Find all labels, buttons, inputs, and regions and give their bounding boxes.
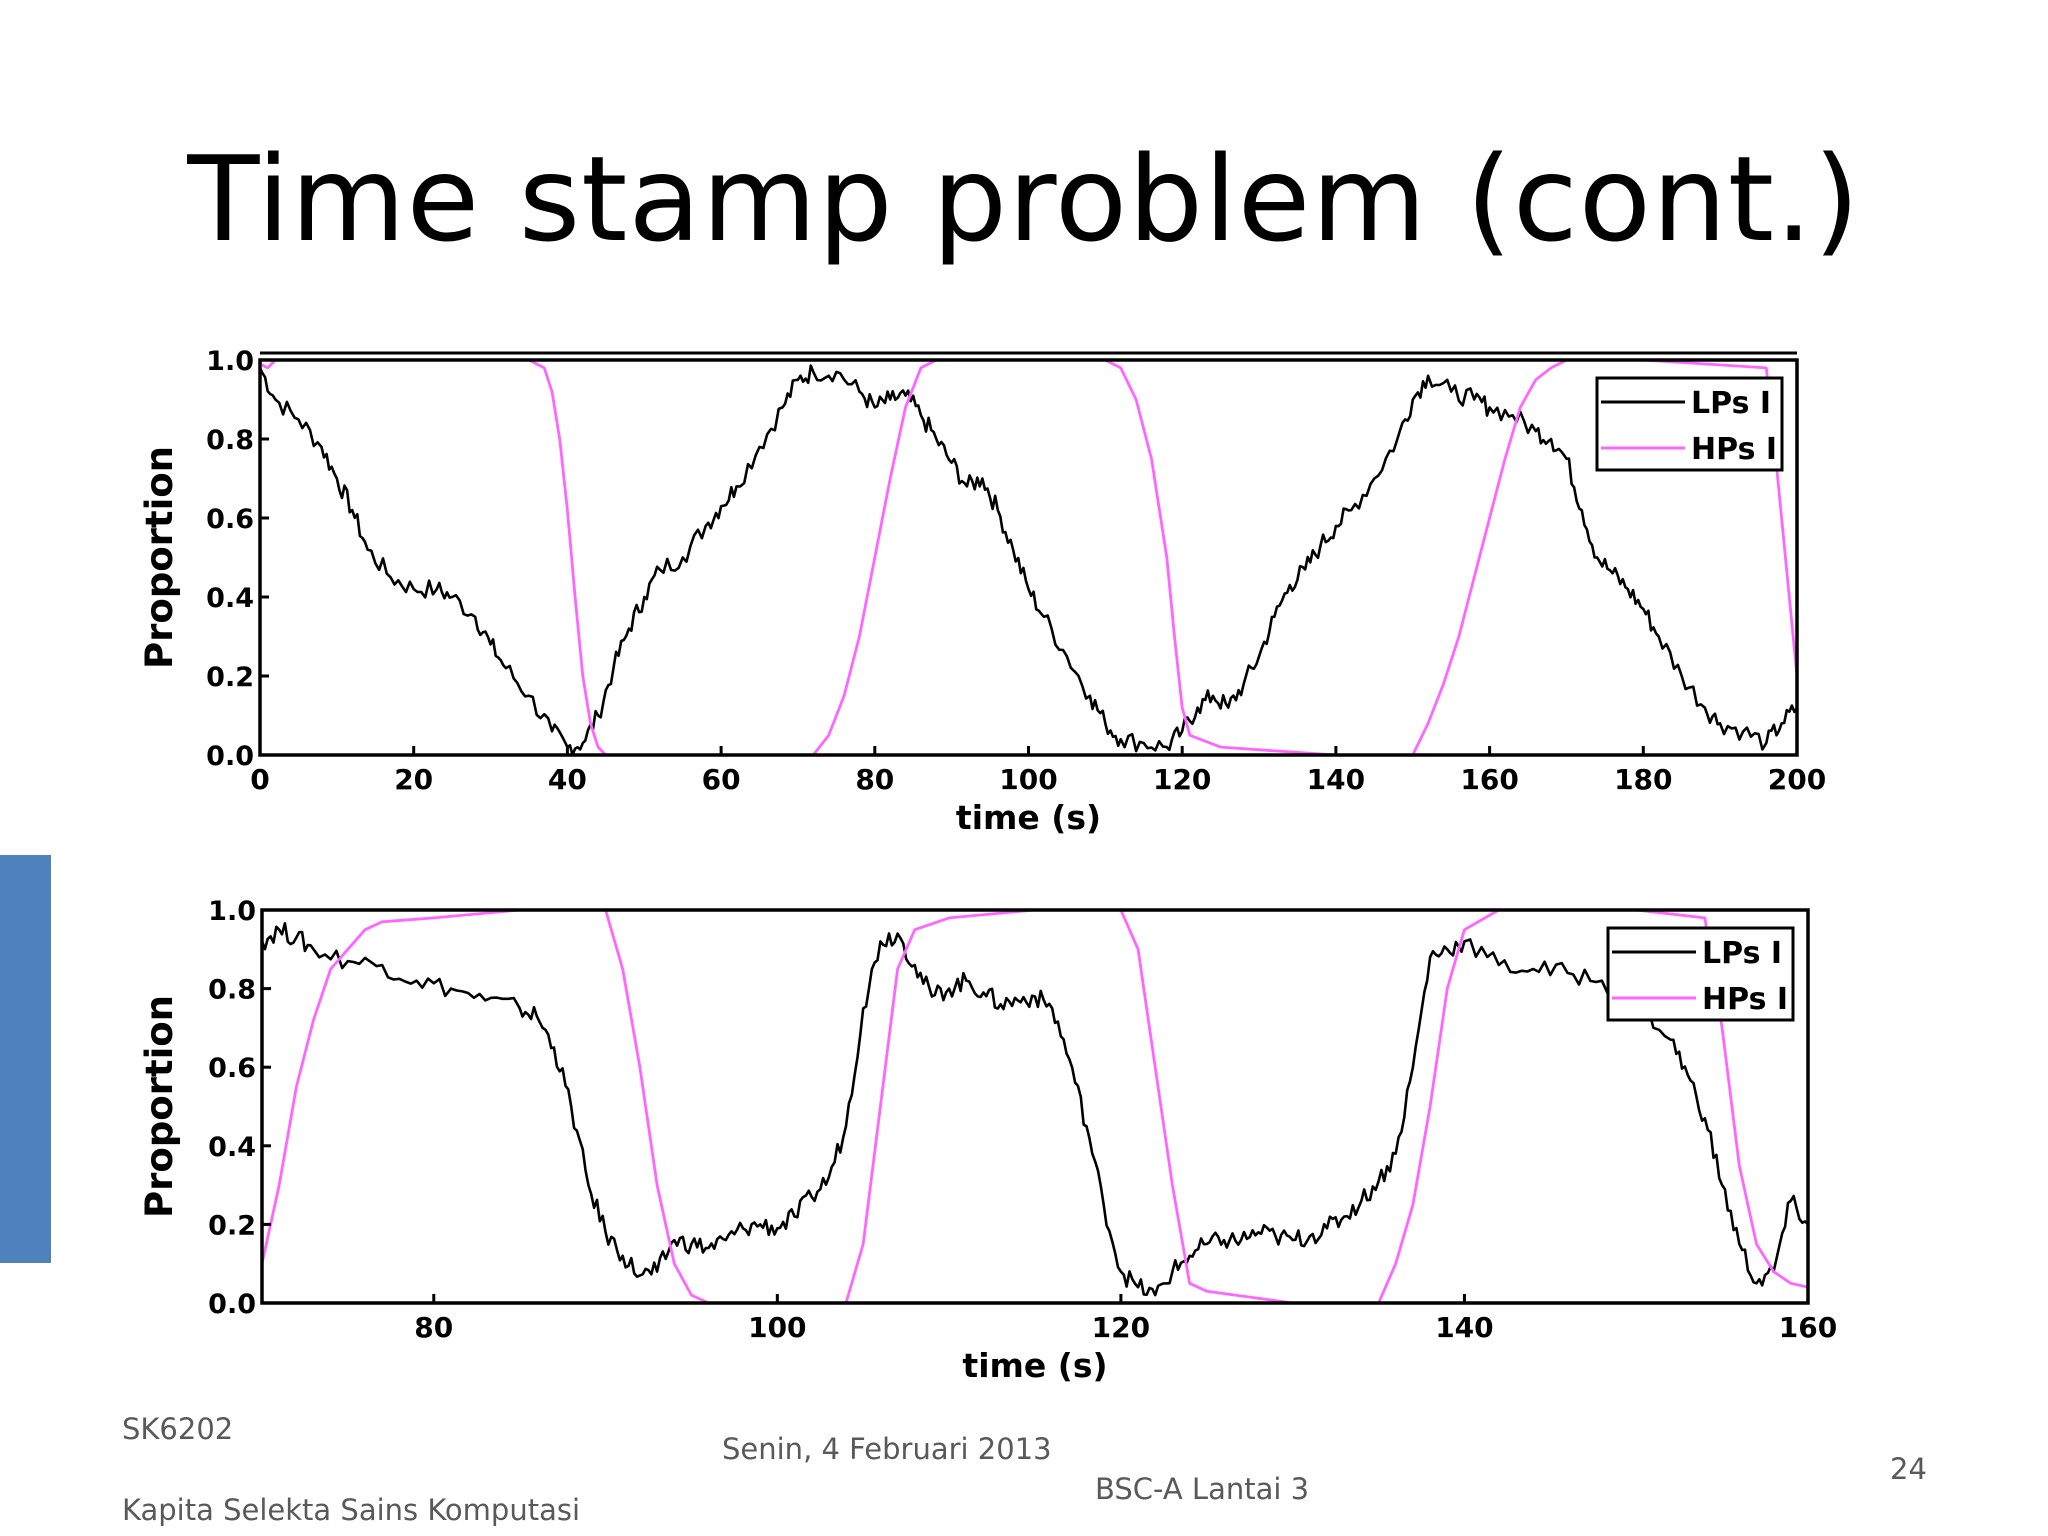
y-tick-label: 1.0 <box>208 896 256 927</box>
y-tick-label: 0.4 <box>208 1132 256 1163</box>
y-tick-label: 0.4 <box>206 583 254 614</box>
x-tick-label: 160 <box>1460 763 1518 796</box>
chart-2: 0.0 0.2 0.4 0.6 0.8 1.0 80 100 120 140 160 time (s)… <box>138 896 1837 1385</box>
legend-label-hps: HPs I <box>1691 432 1777 467</box>
x-tick-label: 40 <box>548 763 587 796</box>
y-axis-label: Proportion <box>138 446 181 669</box>
plot-frame <box>258 358 1799 757</box>
x-tick-label: 140 <box>1435 1311 1493 1344</box>
x-tick-label: 200 <box>1768 763 1826 796</box>
legend-box <box>1606 926 1795 1022</box>
legend-label-hps: HPs I <box>1702 982 1788 1017</box>
y-tick-label: 0.6 <box>208 1053 256 1084</box>
x-tick-label: 120 <box>1153 763 1211 796</box>
footer-course-name: Kapita Selekta Sains Komputasi <box>122 1493 581 1527</box>
footer-date: Senin, 4 Februari 2013 <box>722 1432 1052 1466</box>
y-axis-label: Proportion <box>138 995 181 1218</box>
y-tick-label: 0.2 <box>208 1210 256 1241</box>
accent-side-bar <box>0 855 51 1263</box>
footer-page-number: 24 <box>1890 1452 1927 1486</box>
y-tick-label: 0.2 <box>206 662 254 693</box>
x-axis-label: time (s) <box>962 1346 1107 1385</box>
plot-frame <box>260 908 1810 1305</box>
x-tick-label: 100 <box>999 763 1057 796</box>
series-line-hps <box>260 908 1809 1305</box>
x-tick-label: 20 <box>394 763 433 796</box>
x-tick-label: 60 <box>702 763 741 796</box>
x-tick-label: 0 <box>250 763 269 796</box>
x-tick-label: 100 <box>748 1311 806 1344</box>
x-tick-label: 180 <box>1614 763 1672 796</box>
y-tick-label: 0.0 <box>208 1289 256 1320</box>
y-tick-label: 0.8 <box>206 425 254 456</box>
slide-title: Time stamp problem (cont.) <box>187 130 1861 268</box>
x-tick-label: 120 <box>1092 1311 1150 1344</box>
series-line-lps <box>260 922 1809 1297</box>
y-tick-label: 1.0 <box>206 346 254 377</box>
x-axis-label: time (s) <box>956 798 1101 837</box>
series-line-hps <box>259 358 1799 757</box>
legend-label-lps: LPs I <box>1691 386 1771 421</box>
y-tick-label: 0.8 <box>208 975 256 1006</box>
legend-label-lps: LPs I <box>1702 936 1782 971</box>
chart-1: 0.0 0.2 0.4 0.6 0.8 1.0 0 20 40 60 80 100 120 140 160 1… <box>138 346 1826 837</box>
x-tick-label: 80 <box>855 763 894 796</box>
y-tick-label: 0.0 <box>206 741 254 772</box>
legend-box <box>1595 376 1784 472</box>
x-tick-label: 140 <box>1307 763 1365 796</box>
y-tick-label: 0.6 <box>206 504 254 535</box>
footer-location: BSC-A Lantai 3 <box>1095 1472 1310 1506</box>
series-line-lps <box>258 364 1799 757</box>
x-tick-label: 160 <box>1779 1311 1837 1344</box>
footer-course-code: SK6202 <box>122 1412 234 1446</box>
x-tick-label: 80 <box>414 1311 453 1344</box>
